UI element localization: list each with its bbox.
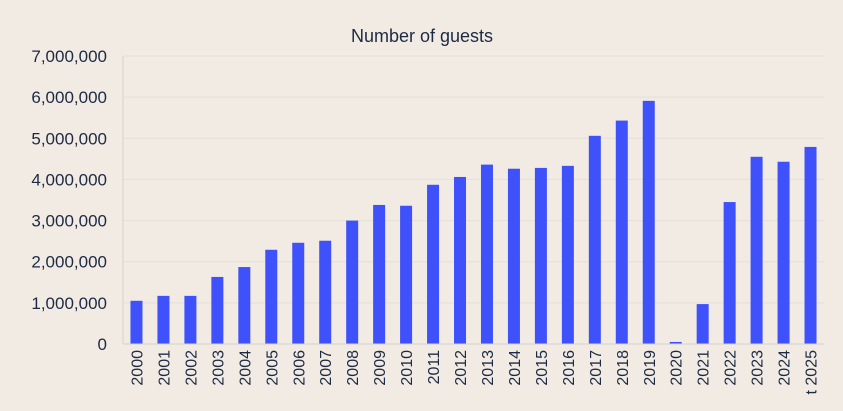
x-tick-label: 2017	[588, 350, 605, 386]
x-tick-label: 2024	[777, 350, 794, 386]
x-tick-label: 2003	[210, 350, 227, 386]
bar-2004	[238, 267, 251, 344]
x-tick-label: 2001	[156, 350, 173, 386]
bar-2016	[561, 165, 574, 344]
x-tick-label: 2016	[561, 350, 578, 386]
gridlines	[123, 55, 824, 304]
x-tick-label: 2005	[264, 350, 281, 386]
x-tick-label: 2007	[318, 350, 335, 386]
y-tick-label: 5,000,000	[31, 129, 107, 148]
y-axis-ticks: 0 1,000,000 2,000,000 3,000,000 4,000,000 5,0…	[31, 47, 107, 354]
bar-2000	[130, 300, 143, 344]
y-tick-label: 3,000,000	[31, 212, 107, 231]
bar-2005	[265, 249, 278, 344]
bar-2007	[319, 240, 332, 344]
x-tick-label: 2009	[372, 350, 389, 386]
bar-2012	[454, 176, 467, 344]
x-tick-label: 2002	[183, 350, 200, 386]
bar-2021	[696, 304, 709, 344]
x-tick-label: t 2025	[804, 350, 821, 395]
bar-2022	[723, 202, 736, 344]
x-tick-label: 2023	[750, 350, 767, 386]
bar-2014	[507, 168, 520, 344]
y-tick-label: 0	[98, 335, 107, 354]
bar-2011	[427, 184, 440, 344]
x-axis-ticks: 2000 2001 2002 2003 2004 2005 2006 2007 2008 2009…	[129, 350, 820, 395]
x-tick-label: 2013	[480, 350, 497, 386]
bar-2023	[750, 156, 763, 344]
bar-2001	[157, 295, 170, 344]
bar-2024	[777, 161, 790, 344]
x-tick-label: 2018	[615, 350, 632, 386]
bar-2009	[373, 204, 386, 344]
bar-2006	[292, 242, 305, 344]
chart-title: Number of guests	[351, 26, 493, 46]
x-tick-label: 2000	[129, 350, 146, 386]
bar-2020	[669, 341, 682, 344]
x-tick-label: 2004	[237, 350, 254, 386]
x-tick-label: 2010	[399, 350, 416, 386]
bar-2017	[588, 135, 601, 344]
x-tick-label: 2022	[723, 350, 740, 386]
x-tick-label: 2011	[426, 350, 443, 385]
bar-2003	[211, 276, 224, 344]
x-tick-label: 2006	[291, 350, 308, 386]
bar-2008	[346, 220, 359, 344]
bar-2019	[642, 100, 655, 345]
y-tick-label: 4,000,000	[31, 170, 107, 189]
y-tick-label: 7,000,000	[31, 47, 107, 66]
bar-2018	[615, 120, 628, 344]
x-tick-label: 2021	[696, 350, 713, 386]
x-tick-label: 2015	[534, 350, 551, 386]
x-tick-label: 2014	[507, 350, 524, 386]
y-tick-label: 6,000,000	[31, 88, 107, 107]
bar-2015	[534, 167, 547, 344]
bar-2010	[400, 205, 413, 344]
x-tick-label: 2019	[642, 350, 659, 386]
x-tick-label: 2020	[669, 350, 686, 386]
x-tick-label: 2008	[345, 350, 362, 386]
bar-2013	[480, 164, 493, 344]
y-tick-label: 2,000,000	[31, 253, 107, 272]
bars	[130, 100, 817, 345]
bar-2002	[184, 295, 197, 344]
bar-t-2025	[804, 146, 817, 344]
x-tick-label: 2012	[453, 350, 470, 386]
y-tick-label: 1,000,000	[31, 294, 107, 313]
